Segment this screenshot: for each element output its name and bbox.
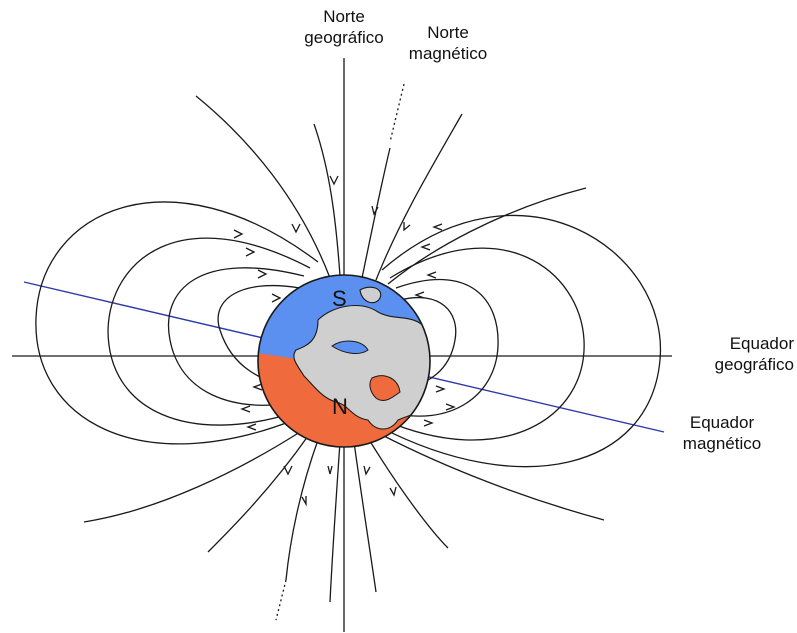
- arrow-mark: [283, 465, 293, 476]
- arrow-mark: [245, 247, 256, 257]
- field-line-bottom-1: [83, 431, 301, 523]
- field-line-left-4: [35, 201, 319, 445]
- field-line-bottom-3: [285, 439, 319, 581]
- label-magnetic-equator-line1: Equador: [689, 413, 755, 432]
- arrow-mark: [445, 403, 456, 411]
- field-line-bottom-7: [379, 433, 605, 521]
- arrow-mark: [371, 205, 379, 216]
- field-line-top-1: [195, 95, 331, 279]
- field-direction-arrows: [233, 175, 456, 507]
- arrow-mark: [233, 229, 244, 239]
- label-magnetic-north: Norte magnético: [398, 22, 498, 64]
- magnetic-axis-bottom-dotted: [275, 579, 287, 621]
- earth-land-main: [293, 305, 430, 430]
- field-line-top-2: [313, 123, 341, 277]
- arrow-mark: [426, 271, 437, 279]
- field-line-left-3: [107, 237, 311, 426]
- field-line-top-3: [361, 147, 391, 279]
- field-line-right-2: [387, 278, 499, 417]
- field-line-top-5: [387, 187, 587, 285]
- label-geographic-north: Norte geográfico: [299, 6, 389, 48]
- field-line-right-3: [383, 247, 585, 441]
- arrow-mark: [423, 419, 434, 427]
- arrow-mark: [291, 223, 301, 234]
- arrow-mark: [327, 465, 333, 475]
- label-geographic-equator: Equador geográfico: [690, 333, 794, 375]
- earth-land-small: [359, 286, 382, 304]
- arrow-mark: [252, 383, 263, 391]
- label-geographic-equator-line2: geográfico: [714, 355, 794, 374]
- arrow-mark: [432, 223, 443, 231]
- field-line-bottom-6: [367, 437, 449, 549]
- field-line-left-2: [168, 267, 305, 406]
- earth-outline: [257, 274, 431, 448]
- earth-orange-peninsula: [369, 375, 401, 401]
- arrow-mark: [257, 269, 268, 279]
- field-line-bottom-2: [207, 435, 309, 553]
- magnetic-axis-top-dotted: [389, 83, 405, 143]
- arrow-mark: [414, 291, 425, 299]
- field-line-top-4: [375, 113, 463, 281]
- label-magnetic-north-line1: Norte: [427, 23, 469, 42]
- earth-globe: S N: [257, 274, 431, 448]
- arrow-mark: [403, 222, 411, 232]
- field-line-bottom-4: [329, 441, 341, 603]
- arrow-mark: [240, 405, 251, 413]
- field-line-right-4: [377, 214, 662, 468]
- arrow-mark: [246, 423, 257, 431]
- arrow-mark: [435, 385, 446, 393]
- label-magnetic-north-line2: magnético: [408, 44, 488, 63]
- arrow-mark: [301, 496, 307, 507]
- earth-pole-bottom-letter: N: [332, 394, 348, 419]
- earth-pole-top-letter: S: [332, 286, 347, 311]
- label-magnetic-equator-line2: magnético: [682, 434, 762, 453]
- label-geographic-north-line2: geográfico: [304, 28, 384, 47]
- label-geographic-north-line1: Norte: [323, 7, 365, 26]
- arrow-mark: [389, 486, 397, 497]
- label-geographic-equator-line1: Equador: [729, 334, 794, 353]
- field-line-bottom-5: [353, 441, 377, 593]
- arrow-mark: [271, 293, 282, 303]
- arrow-mark: [329, 175, 339, 186]
- arrow-mark: [420, 243, 431, 251]
- label-magnetic-equator: Equador magnético: [672, 412, 772, 454]
- arrow-mark: [363, 465, 371, 476]
- earth-lake: [331, 340, 369, 354]
